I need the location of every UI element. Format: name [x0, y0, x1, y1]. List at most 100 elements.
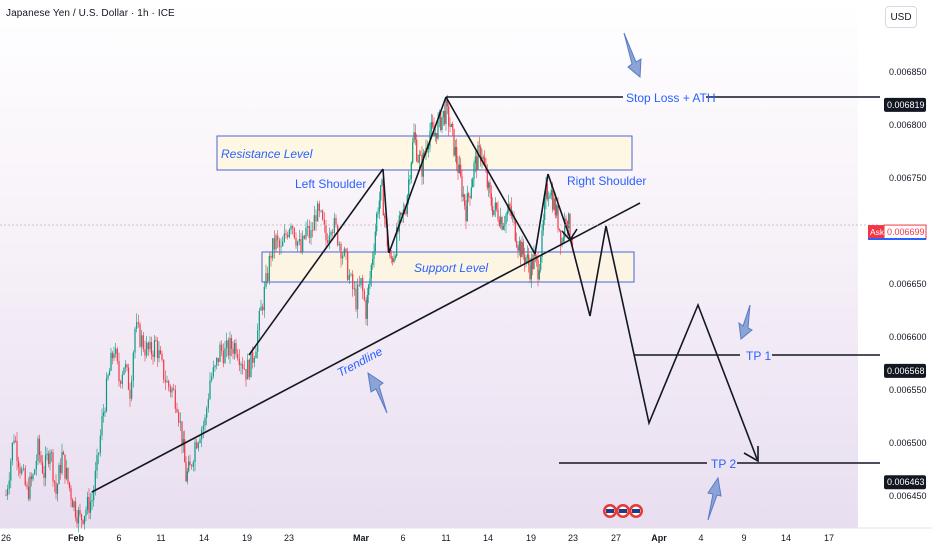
candle-body	[544, 199, 546, 220]
candle-body	[437, 118, 439, 139]
candle-body	[497, 209, 499, 220]
x-tick-label: 6	[116, 533, 121, 543]
candle-body	[345, 248, 347, 252]
candle-body	[211, 376, 213, 381]
candle-body	[82, 519, 84, 524]
candle-body	[5, 494, 7, 496]
symbol-title[interactable]: Japanese Yen / U.S. Dollar · 1h · ICE	[6, 8, 175, 19]
candle-body	[280, 246, 282, 248]
candle-body	[99, 435, 101, 453]
candle-body	[124, 364, 127, 368]
candle-body	[534, 254, 536, 257]
candle-body	[126, 364, 128, 368]
candle-body	[518, 241, 520, 251]
candle-body	[224, 348, 226, 364]
candle-body	[71, 499, 74, 508]
left-shoulder-down-line	[382, 168, 390, 254]
candle-body	[217, 357, 219, 362]
candle-body	[188, 461, 190, 472]
candle-body	[342, 255, 344, 259]
candle-body	[110, 352, 112, 371]
candle-body	[432, 121, 434, 127]
candle-body	[545, 183, 547, 200]
y-tick-label: 0.006450	[889, 491, 927, 501]
candle-body	[267, 273, 269, 281]
candle-body	[352, 274, 354, 290]
candle-body	[528, 254, 530, 265]
candle-body	[41, 462, 44, 473]
candle-body	[430, 121, 432, 131]
candle-body	[89, 501, 92, 513]
candle-body	[26, 485, 28, 487]
candle-body	[233, 343, 236, 354]
candle-body	[550, 189, 552, 196]
candle-body	[49, 452, 51, 464]
stop-loss-label: Stop Loss + ATH	[626, 91, 716, 105]
tp2-label: TP 2	[711, 457, 736, 471]
candle-body	[298, 239, 300, 242]
x-tick-label: Mar	[353, 533, 370, 543]
candle-body	[538, 270, 540, 280]
event-flag-icon[interactable]	[603, 504, 617, 518]
candle-body	[34, 469, 36, 475]
candle-body	[278, 240, 280, 248]
candle-body	[216, 357, 218, 366]
candle-body	[186, 471, 188, 482]
candle-body	[390, 256, 392, 259]
candle-body	[340, 244, 342, 259]
candle-body	[450, 123, 452, 127]
candle-body	[62, 452, 65, 455]
candle-body	[107, 375, 109, 379]
candle-body	[202, 425, 204, 430]
candle-body	[408, 179, 410, 196]
support-zone	[261, 251, 635, 283]
candle-body	[11, 442, 13, 461]
candle-body	[17, 460, 20, 468]
candle-body	[454, 147, 456, 156]
candle-body	[257, 330, 259, 352]
candle-body	[441, 117, 443, 130]
candle-body	[421, 155, 423, 177]
candle-body	[414, 132, 416, 140]
annotation-arrows	[367, 32, 753, 521]
candle-body	[501, 217, 503, 230]
candle-body	[273, 238, 275, 250]
candle-body	[310, 230, 312, 238]
candle-body	[129, 389, 131, 399]
candle-body	[380, 185, 382, 201]
candle-body	[144, 349, 146, 356]
y-tick-label: 0.006600	[889, 332, 927, 342]
price-level-tag	[884, 97, 926, 112]
candle-body	[83, 515, 86, 524]
candle-body	[139, 323, 141, 347]
candle-body	[166, 381, 168, 383]
candle-body	[553, 198, 555, 210]
candle-body	[10, 460, 12, 481]
currency-button[interactable]: USD	[885, 6, 917, 28]
candle-body	[96, 454, 98, 471]
price-level-tag	[884, 363, 926, 378]
candle-body	[540, 257, 542, 271]
event-flag-icon[interactable]	[629, 504, 643, 518]
candle-body	[290, 226, 292, 230]
candle-body	[337, 224, 339, 246]
candle-body	[147, 342, 149, 350]
candle-body	[376, 214, 378, 232]
ask-price-value: 0.006699	[887, 227, 925, 237]
candle-body	[353, 288, 355, 290]
ask-label: Ask	[870, 227, 885, 237]
candle-body	[43, 473, 45, 478]
economic-events[interactable]	[603, 504, 643, 518]
candle-body	[88, 496, 90, 513]
candle-body	[121, 374, 123, 384]
candle-body	[569, 213, 571, 239]
candle-body	[189, 461, 191, 466]
candle-body	[303, 235, 305, 239]
candle-body	[457, 163, 459, 173]
candle-body	[562, 237, 564, 242]
event-flag-icon[interactable]	[616, 504, 630, 518]
candle-body	[514, 219, 516, 241]
head-up-line	[388, 96, 447, 254]
candle-body	[446, 100, 448, 107]
